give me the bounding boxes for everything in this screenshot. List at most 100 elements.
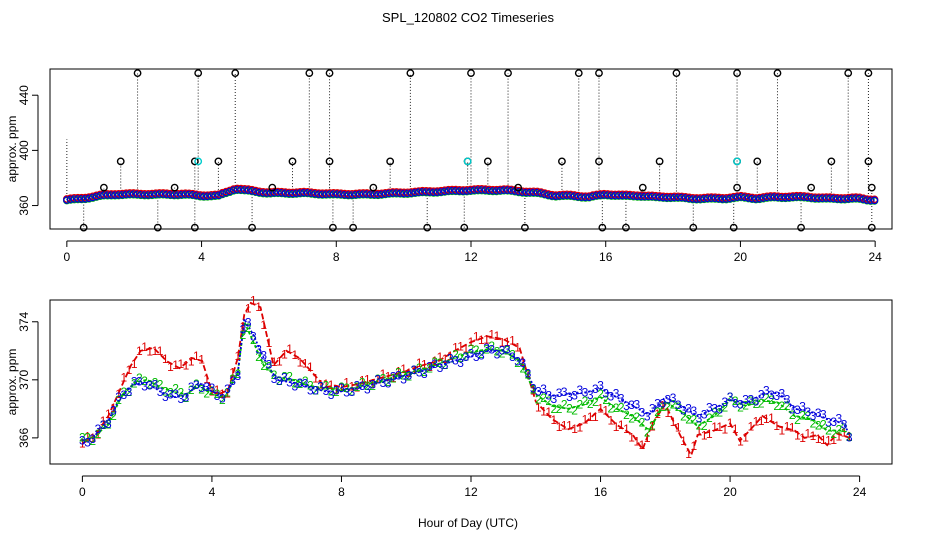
series-2-marker: 2 bbox=[535, 393, 542, 407]
series-3-point bbox=[340, 190, 349, 199]
series-2-marker: 2 bbox=[509, 348, 516, 362]
series-2-marker: 2 bbox=[209, 384, 216, 398]
series-1-marker: 1 bbox=[509, 333, 516, 347]
series-3-point bbox=[411, 188, 419, 197]
series-3-point bbox=[440, 187, 449, 196]
x-tick-label: 8 bbox=[333, 250, 340, 264]
outlier-point-cyan bbox=[733, 157, 741, 166]
series-3-point bbox=[529, 188, 538, 197]
series-3-point bbox=[692, 195, 701, 203]
series-3-marker: 3 bbox=[587, 388, 594, 402]
outlier-point-cyan bbox=[463, 157, 472, 166]
outlier-point bbox=[733, 69, 741, 78]
series-2-marker: 2 bbox=[89, 434, 96, 448]
series-3-marker: 3 bbox=[183, 391, 190, 405]
series-1-marker: 1 bbox=[380, 367, 387, 381]
outlier-point bbox=[595, 69, 603, 78]
series-3-point bbox=[770, 193, 779, 201]
series-1-marker: 1 bbox=[732, 422, 739, 436]
series-3-marker: 3 bbox=[670, 391, 677, 405]
series-3-point bbox=[503, 186, 512, 195]
series-3-point bbox=[474, 186, 482, 194]
series-2-marker: 2 bbox=[468, 342, 475, 356]
series-3-point bbox=[159, 190, 168, 198]
series-2-marker: 2 bbox=[84, 431, 91, 445]
series-2-marker: 2 bbox=[623, 408, 630, 422]
series-1-marker: 1 bbox=[841, 426, 848, 440]
series-2-marker: 2 bbox=[198, 383, 205, 397]
series-3-point bbox=[177, 190, 186, 199]
series-1-marker: 1 bbox=[804, 427, 811, 441]
outlier-point bbox=[574, 69, 583, 78]
series-3-point bbox=[429, 188, 438, 197]
series-1-marker: 1 bbox=[561, 419, 568, 433]
series-3-marker: 3 bbox=[136, 374, 143, 388]
series-2-marker: 2 bbox=[255, 350, 262, 364]
series-1-marker: 1 bbox=[613, 420, 620, 434]
series-3-marker: 3 bbox=[696, 411, 703, 425]
series-3-point bbox=[803, 193, 812, 202]
series-3-point bbox=[137, 190, 145, 199]
series-1-marker: 1 bbox=[763, 412, 770, 426]
series-3-point bbox=[185, 190, 193, 199]
series-3-marker: 3 bbox=[841, 417, 848, 431]
series-3-point bbox=[789, 193, 797, 201]
figure-title: SPL_120802 CO2 Timeseries bbox=[382, 10, 554, 25]
series-3-marker: 3 bbox=[146, 378, 153, 392]
series-3-marker: 3 bbox=[623, 399, 630, 413]
series-3-marker: 3 bbox=[79, 433, 86, 447]
series-2-marker: 2 bbox=[499, 347, 506, 361]
series-3-point bbox=[133, 190, 142, 199]
outlier-point bbox=[638, 183, 647, 192]
series-3-marker: 3 bbox=[804, 405, 811, 419]
x-tick-label: 0 bbox=[63, 250, 70, 264]
series-3-point bbox=[163, 190, 171, 199]
series-3-marker: 3 bbox=[830, 415, 837, 429]
series-3-point bbox=[492, 186, 501, 195]
series-3-point bbox=[229, 186, 238, 195]
series-1-marker: 1 bbox=[836, 429, 843, 443]
series-2-marker: 2 bbox=[234, 367, 241, 381]
series-2-marker: 2 bbox=[830, 427, 837, 441]
outlier-point bbox=[133, 69, 142, 78]
outlier-point bbox=[248, 223, 256, 232]
series-3-point bbox=[778, 193, 786, 202]
series-3-point bbox=[611, 191, 620, 200]
series-3-point bbox=[822, 194, 831, 203]
series-2-marker: 2 bbox=[841, 421, 848, 435]
series-3-point bbox=[752, 195, 760, 203]
series-2-marker: 2 bbox=[582, 394, 589, 408]
series-1-marker: 1 bbox=[690, 439, 697, 453]
series-1-marker: 1 bbox=[722, 422, 729, 436]
series-3-point bbox=[144, 191, 153, 199]
series-3-point bbox=[88, 193, 97, 202]
series-3-point bbox=[674, 193, 682, 202]
series-3-marker: 3 bbox=[89, 432, 96, 446]
series-2-marker: 2 bbox=[794, 413, 801, 427]
series-3-point bbox=[455, 187, 464, 195]
series-1-marker: 1 bbox=[582, 413, 589, 427]
series-3-point bbox=[463, 187, 471, 195]
series-1-marker: 1 bbox=[437, 350, 444, 364]
series-3-point bbox=[829, 194, 838, 203]
series-3-marker: 3 bbox=[716, 402, 723, 416]
series-2-marker: 2 bbox=[696, 418, 703, 432]
outlier-point bbox=[460, 223, 469, 232]
series-1-marker: 1 bbox=[286, 342, 293, 356]
series-3-marker: 3 bbox=[608, 389, 615, 403]
series-1-marker: 1 bbox=[468, 335, 475, 349]
outlier-point bbox=[349, 223, 358, 232]
series-3-marker: 3 bbox=[188, 380, 195, 394]
series-3-point bbox=[303, 189, 312, 197]
series-1-marker: 1 bbox=[416, 356, 423, 370]
series-2-marker: 2 bbox=[540, 391, 547, 405]
series-1-marker: 1 bbox=[431, 354, 438, 368]
series-3-point bbox=[811, 194, 820, 203]
series-3-marker: 3 bbox=[747, 393, 754, 407]
outlier-point bbox=[867, 223, 876, 232]
series-3-marker: 3 bbox=[592, 382, 599, 396]
series-2-marker: 2 bbox=[473, 343, 480, 357]
series-1-marker: 1 bbox=[540, 404, 547, 418]
series-1-marker: 1 bbox=[209, 384, 216, 398]
